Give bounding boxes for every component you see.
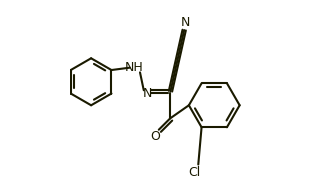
Text: O: O — [150, 130, 160, 143]
Text: Cl: Cl — [188, 165, 201, 179]
Text: N: N — [181, 16, 190, 29]
Text: NH: NH — [125, 61, 144, 74]
Text: N: N — [143, 86, 152, 100]
